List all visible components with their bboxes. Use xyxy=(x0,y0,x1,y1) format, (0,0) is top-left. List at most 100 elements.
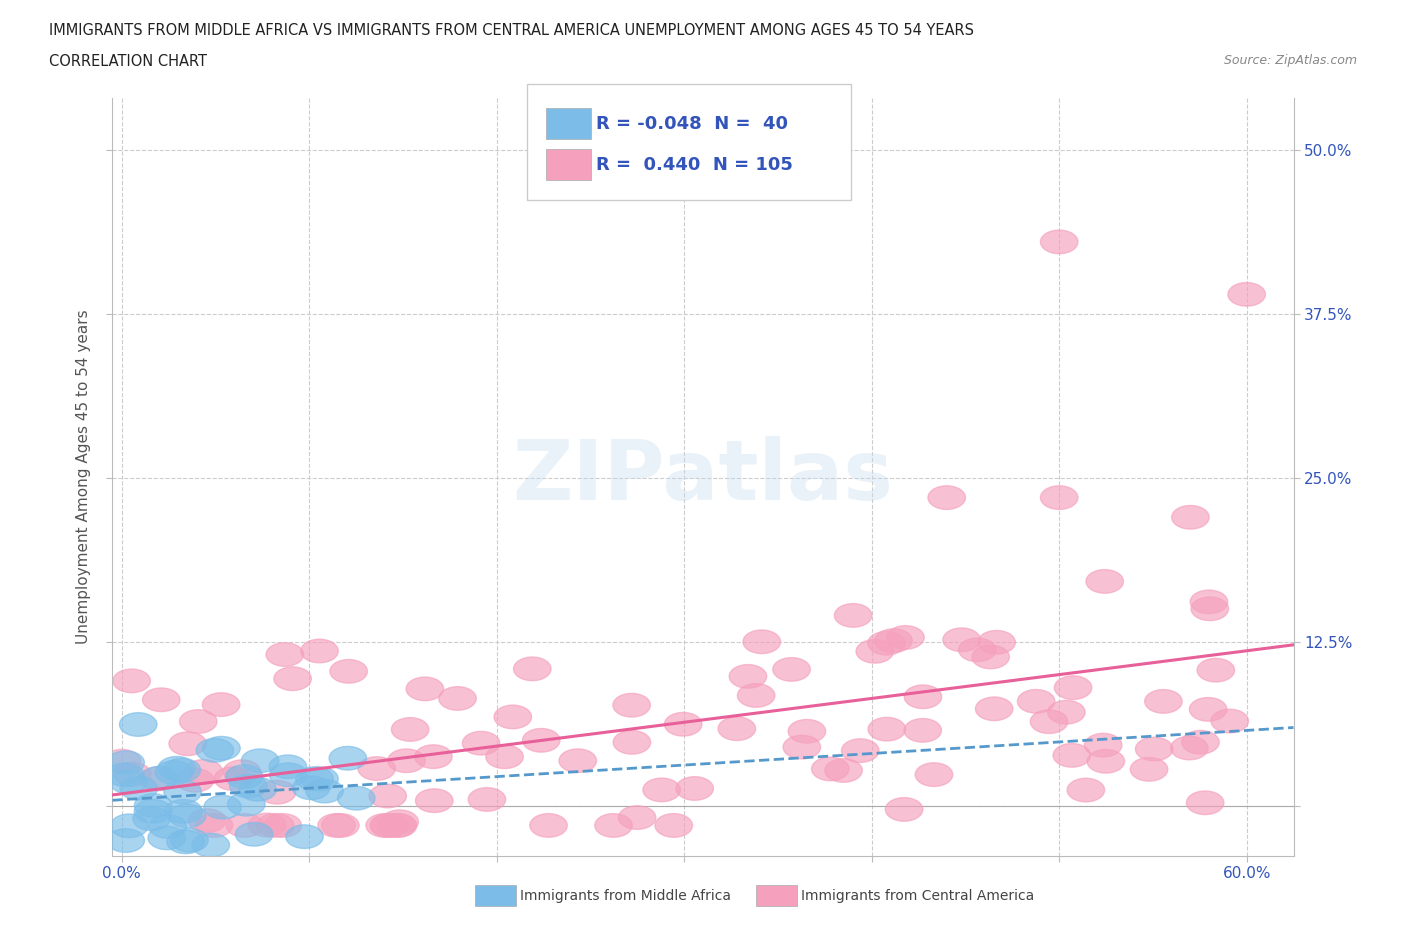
Ellipse shape xyxy=(789,720,825,743)
Ellipse shape xyxy=(322,814,359,837)
Ellipse shape xyxy=(165,780,201,804)
Ellipse shape xyxy=(904,685,942,709)
Ellipse shape xyxy=(318,814,356,837)
Ellipse shape xyxy=(655,814,693,837)
Ellipse shape xyxy=(868,631,905,655)
Ellipse shape xyxy=(176,768,214,792)
Ellipse shape xyxy=(415,745,453,768)
Ellipse shape xyxy=(186,760,222,783)
Ellipse shape xyxy=(120,712,157,737)
Ellipse shape xyxy=(163,758,201,782)
Ellipse shape xyxy=(976,697,1012,721)
Ellipse shape xyxy=(368,784,406,808)
Ellipse shape xyxy=(155,761,193,784)
Ellipse shape xyxy=(269,755,307,778)
Ellipse shape xyxy=(292,776,330,800)
Ellipse shape xyxy=(380,814,416,837)
Ellipse shape xyxy=(235,822,273,846)
Ellipse shape xyxy=(1130,758,1168,781)
Text: R =  0.440  N = 105: R = 0.440 N = 105 xyxy=(596,155,793,174)
Ellipse shape xyxy=(1187,791,1223,815)
Ellipse shape xyxy=(718,717,755,740)
Ellipse shape xyxy=(928,485,966,510)
Ellipse shape xyxy=(834,604,872,627)
Ellipse shape xyxy=(959,638,995,661)
Ellipse shape xyxy=(1171,506,1209,529)
Ellipse shape xyxy=(134,800,172,823)
Ellipse shape xyxy=(560,749,596,773)
Ellipse shape xyxy=(107,829,145,852)
Ellipse shape xyxy=(972,645,1010,669)
Ellipse shape xyxy=(1136,737,1173,761)
Ellipse shape xyxy=(868,717,905,741)
Ellipse shape xyxy=(110,770,148,793)
Ellipse shape xyxy=(977,631,1015,654)
Ellipse shape xyxy=(904,719,942,742)
Ellipse shape xyxy=(494,705,531,729)
Ellipse shape xyxy=(264,814,301,837)
Ellipse shape xyxy=(259,780,295,804)
Ellipse shape xyxy=(915,763,953,787)
Ellipse shape xyxy=(107,763,143,787)
Ellipse shape xyxy=(1053,744,1091,767)
Ellipse shape xyxy=(463,731,501,755)
Ellipse shape xyxy=(165,800,202,823)
Ellipse shape xyxy=(1031,710,1067,734)
Ellipse shape xyxy=(1144,689,1182,713)
Ellipse shape xyxy=(665,712,702,736)
Ellipse shape xyxy=(202,737,240,760)
Ellipse shape xyxy=(228,792,266,816)
Ellipse shape xyxy=(169,804,205,828)
Text: ZIPatlas: ZIPatlas xyxy=(513,436,893,517)
Text: IMMIGRANTS FROM MIDDLE AFRICA VS IMMIGRANTS FROM CENTRAL AMERICA UNEMPLOYMENT AM: IMMIGRANTS FROM MIDDLE AFRICA VS IMMIGRA… xyxy=(49,23,974,38)
Ellipse shape xyxy=(135,793,172,817)
Ellipse shape xyxy=(619,805,655,830)
Ellipse shape xyxy=(773,658,810,681)
Ellipse shape xyxy=(214,766,252,790)
Ellipse shape xyxy=(1047,700,1085,724)
Ellipse shape xyxy=(247,813,285,837)
Ellipse shape xyxy=(180,710,217,733)
Ellipse shape xyxy=(1191,597,1229,620)
Text: CORRELATION CHART: CORRELATION CHART xyxy=(49,54,207,69)
Ellipse shape xyxy=(742,630,780,654)
Ellipse shape xyxy=(875,629,912,653)
Ellipse shape xyxy=(439,686,477,711)
Ellipse shape xyxy=(406,677,444,700)
Ellipse shape xyxy=(887,626,924,649)
Ellipse shape xyxy=(595,814,633,837)
Ellipse shape xyxy=(337,787,375,810)
Ellipse shape xyxy=(1181,730,1219,754)
Ellipse shape xyxy=(226,814,263,837)
Text: Immigrants from Middle Africa: Immigrants from Middle Africa xyxy=(520,888,731,903)
Ellipse shape xyxy=(195,814,233,837)
Ellipse shape xyxy=(613,731,651,754)
Ellipse shape xyxy=(229,774,267,798)
Ellipse shape xyxy=(111,814,148,838)
Ellipse shape xyxy=(378,814,416,837)
Y-axis label: Unemployment Among Ages 45 to 54 years: Unemployment Among Ages 45 to 54 years xyxy=(76,310,91,644)
Ellipse shape xyxy=(225,764,263,789)
Ellipse shape xyxy=(157,756,195,780)
Ellipse shape xyxy=(307,779,343,803)
Ellipse shape xyxy=(1085,569,1123,593)
Ellipse shape xyxy=(366,814,404,837)
Ellipse shape xyxy=(381,810,419,833)
Ellipse shape xyxy=(242,749,278,773)
Ellipse shape xyxy=(388,749,425,773)
Ellipse shape xyxy=(856,640,894,663)
Ellipse shape xyxy=(301,767,339,790)
Ellipse shape xyxy=(274,667,311,690)
Ellipse shape xyxy=(1040,230,1078,254)
Ellipse shape xyxy=(103,750,141,773)
Ellipse shape xyxy=(256,814,294,837)
Ellipse shape xyxy=(523,728,560,752)
Ellipse shape xyxy=(943,628,980,652)
Ellipse shape xyxy=(202,693,240,716)
Ellipse shape xyxy=(1191,590,1227,614)
Ellipse shape xyxy=(169,732,207,755)
Ellipse shape xyxy=(841,738,879,763)
Ellipse shape xyxy=(1054,676,1092,699)
Ellipse shape xyxy=(193,833,229,857)
Ellipse shape xyxy=(1087,750,1125,773)
